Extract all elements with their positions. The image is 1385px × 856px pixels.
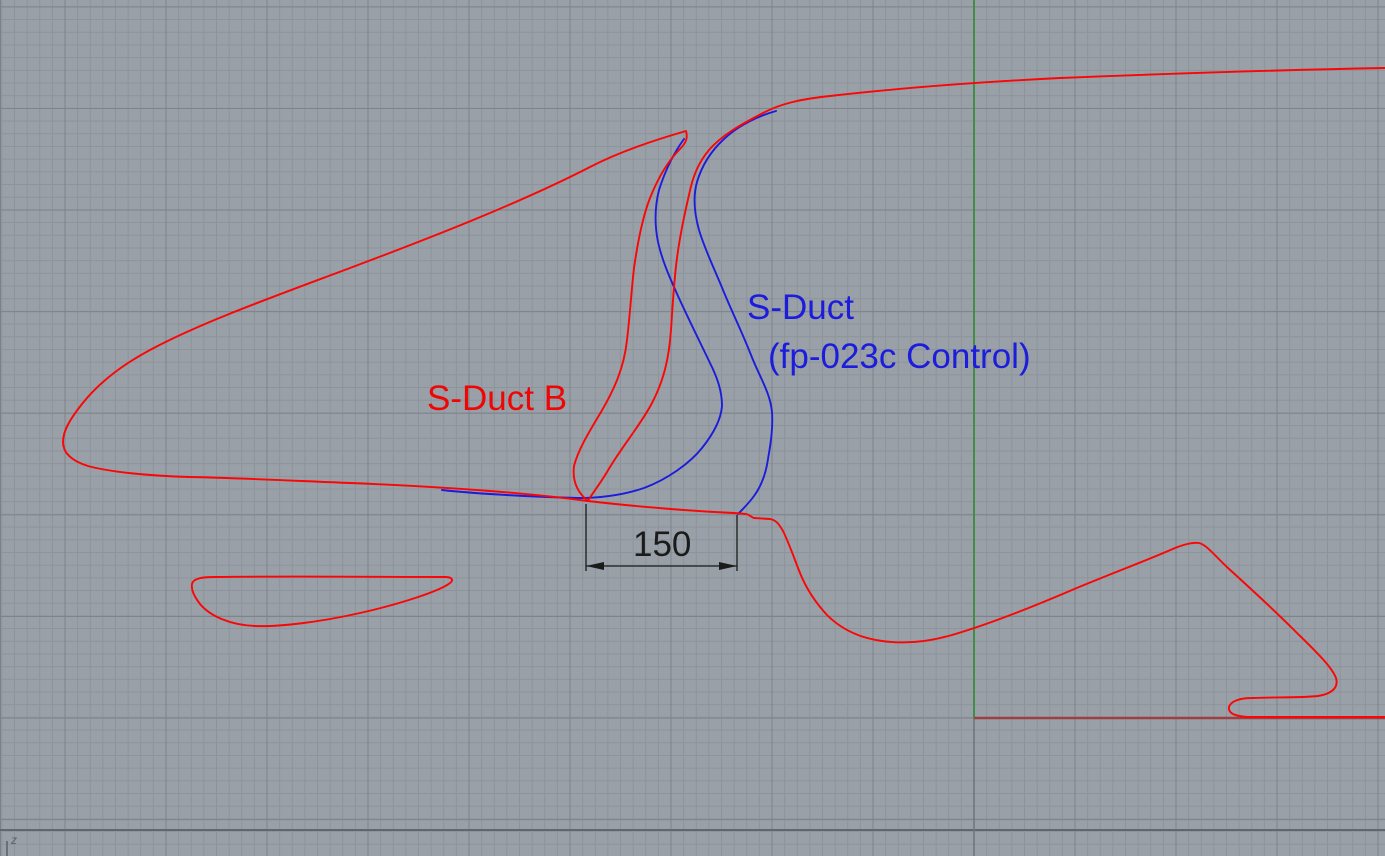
red-curve-label[interactable]: S-Duct B xyxy=(427,379,567,418)
cowl-teardrop-outline[interactable] xyxy=(62,130,688,502)
axis-icon-z-label: z xyxy=(10,833,17,847)
fuselage-top-and-sduct-b-curve[interactable] xyxy=(587,67,1385,502)
control-duct-inner-curve[interactable] xyxy=(441,138,723,499)
dimension-arrow-left xyxy=(586,562,604,570)
lower-flap-outline[interactable] xyxy=(190,575,453,628)
control-duct-outer-curve[interactable] xyxy=(693,110,777,515)
blue-curve-label-line1[interactable]: S-Duct xyxy=(747,288,854,327)
cplane-axis-icon: z xyxy=(6,833,17,856)
dimension-value-text[interactable]: 150 xyxy=(633,525,691,564)
dimension-arrow-right xyxy=(719,562,737,570)
linear-dimension[interactable]: 150 xyxy=(585,504,738,571)
fuselage-belly-curve[interactable] xyxy=(587,500,1385,718)
blue-curve-label-line2[interactable]: (fp-023c Control) xyxy=(768,337,1031,376)
